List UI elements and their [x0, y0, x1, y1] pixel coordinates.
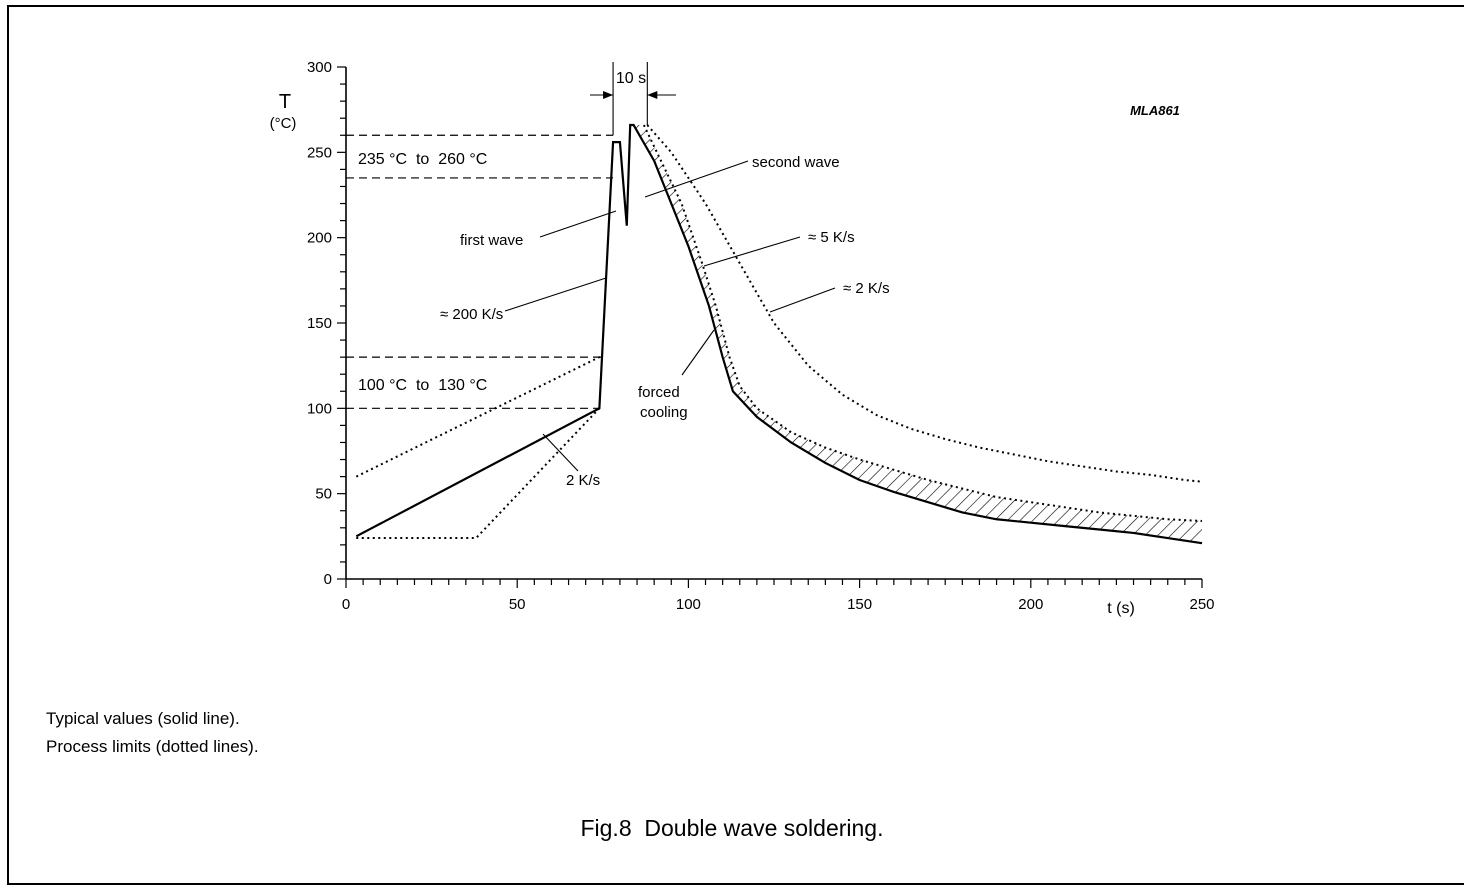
series-line-4 — [646, 124, 1203, 483]
x-tick-label: 200 — [1018, 596, 1043, 613]
leader-line-8 — [769, 287, 836, 313]
dimension-arrow-left — [603, 91, 614, 99]
legend-note-solid: Typical values (solid line). — [46, 709, 240, 728]
series-line-0 — [355, 123, 1203, 545]
leader-line-9 — [681, 329, 715, 376]
annotation-second-wave: second wave — [752, 154, 840, 171]
x-tick-label: 250 — [1189, 596, 1214, 613]
y-tick-label: 250 — [307, 144, 332, 161]
x-tick-label: 50 — [509, 596, 526, 613]
series-line-3 — [642, 124, 1203, 522]
annotation-forced: forced — [638, 384, 680, 401]
series-line-2 — [355, 354, 604, 478]
leader-line-6 — [703, 236, 801, 267]
annotation-2ks-upper: ≈ 2 K/s — [843, 280, 890, 297]
annotation-5ks: ≈ 5 K/s — [808, 229, 855, 246]
reference-lines — [346, 134, 614, 409]
figure-caption: Fig.8 Double wave soldering. — [0, 815, 1464, 842]
leader-line-7 — [504, 277, 607, 312]
y-tick-label: 50 — [315, 486, 332, 503]
x-tick-label: 150 — [847, 596, 872, 613]
annotation-200ks: ≈ 200 K/s — [440, 306, 503, 323]
y-tick-label: 0 — [324, 571, 332, 588]
series-line-1 — [356, 407, 601, 540]
leader-line-5 — [539, 210, 617, 238]
y-axis-label: T — [279, 91, 291, 113]
x-tick-label: 100 — [676, 596, 701, 613]
leader-line-4 — [644, 160, 749, 198]
y-tick-label: 300 — [307, 59, 332, 76]
x-axis-label: t (s) — [1107, 600, 1135, 617]
x-tick-label: 0 — [342, 596, 350, 613]
annotation-10s: 10 s — [616, 70, 646, 87]
y-tick-label: 100 — [307, 400, 332, 417]
annotation-cooling: cooling — [640, 404, 688, 421]
series-layer — [355, 123, 1203, 545]
band-label-upper: 235 °C to 260 °C — [358, 151, 487, 168]
dimension-arrow-right — [647, 91, 658, 99]
y-tick-label: 150 — [307, 315, 332, 332]
figure-number: Fig.8 — [580, 815, 632, 841]
y-axis-unit: (°C) — [270, 115, 297, 132]
annotation-2ks-lower: 2 K/s — [566, 472, 600, 489]
hatched-region — [633, 125, 1202, 544]
figure-title: Double wave soldering. — [644, 815, 884, 841]
figure-code: MLA861 — [1130, 103, 1180, 118]
band-label-lower: 100 °C to 130 °C — [358, 377, 487, 394]
axes: 0 50 100 150 200 250 0 50 100 150 200 250 300 — [307, 59, 1215, 613]
legend-note-dotted: Process limits (dotted lines). — [46, 737, 259, 756]
y-tick-label: 200 — [307, 230, 332, 247]
annotation-pointers — [504, 62, 836, 472]
hatched-band — [633, 125, 1202, 544]
annotation-first-wave: first wave — [460, 232, 523, 249]
leader-line-10 — [542, 433, 579, 472]
